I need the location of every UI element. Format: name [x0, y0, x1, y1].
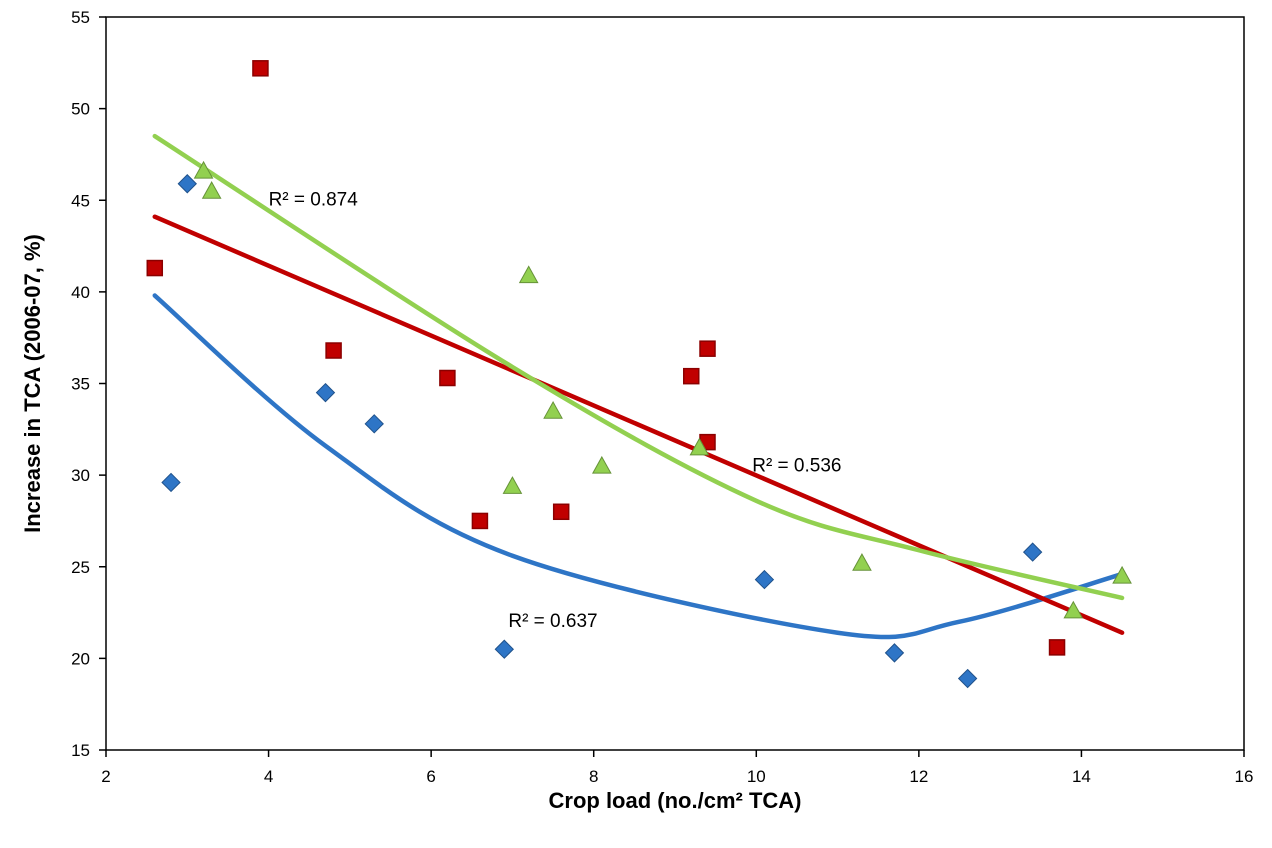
square-point — [325, 342, 342, 359]
diamond-point — [1022, 542, 1043, 562]
triangle-point — [852, 553, 872, 571]
x-tick-label: 16 — [1235, 767, 1254, 786]
x-tick-label: 4 — [264, 767, 273, 786]
square-point — [252, 60, 269, 77]
y-tick-label: 35 — [71, 375, 90, 394]
triangle-point — [502, 476, 523, 494]
triangle-point — [201, 181, 222, 199]
x-axis-title: Crop load (no./cm² TCA) — [549, 788, 802, 813]
trendlines — [152, 133, 1125, 640]
r-squared-label: R² = 0.637 — [508, 611, 597, 632]
triangle-point — [543, 400, 563, 419]
square-point — [683, 367, 700, 385]
square-point — [699, 340, 716, 357]
y-tick-label: 30 — [71, 466, 90, 485]
y-tick-label: 45 — [71, 191, 90, 210]
square-point — [471, 512, 489, 530]
square-point — [439, 369, 456, 387]
data-points — [146, 60, 1132, 689]
triangle-point — [1112, 565, 1132, 584]
y-tick-label: 15 — [71, 741, 90, 760]
r-squared-label: R² = 0.536 — [752, 455, 841, 476]
plot-area-border — [105, 16, 1245, 751]
r-squared-labels: R² = 0.874 R² = 0.536 R² = 0.637 — [269, 190, 842, 632]
square-point — [146, 259, 164, 277]
diamond-point — [161, 472, 181, 493]
trendline-diamond — [152, 293, 1125, 640]
y-tick-label: 20 — [71, 649, 90, 668]
square-point — [552, 503, 570, 521]
square-point — [1048, 639, 1066, 656]
diamond-point — [177, 174, 197, 194]
diamond-point — [364, 414, 384, 434]
y-axis-title: Increase in TCA (2006-07, %) — [20, 234, 45, 533]
x-tick-label: 10 — [747, 767, 766, 786]
triangle-point — [518, 265, 539, 284]
trendline-square — [152, 214, 1125, 635]
triangle-point — [591, 455, 612, 474]
triangle-point — [689, 437, 710, 456]
triangle-point — [1063, 600, 1084, 619]
r-squared-label: R² = 0.874 — [269, 190, 359, 211]
diamond-point — [884, 643, 905, 663]
x-tick-label: 8 — [589, 767, 598, 786]
diamond-point — [957, 668, 978, 689]
diamond-point — [315, 382, 336, 403]
x-tick-label: 14 — [1072, 767, 1091, 786]
diamond-point — [754, 569, 775, 590]
diamond-point — [494, 639, 515, 659]
y-tick-label: 25 — [71, 558, 90, 577]
x-tick-label: 2 — [101, 767, 110, 786]
y-tick-label: 50 — [71, 100, 90, 119]
trendline-triangle — [152, 133, 1125, 601]
y-tick-label: 55 — [71, 8, 90, 27]
y-tick-label: 40 — [71, 283, 90, 302]
triangle-point — [193, 160, 214, 179]
axes: 2 4 6 8 10 12 14 16 15 20 25 30 35 40 45 50 55 — [71, 8, 1253, 786]
x-tick-label: 12 — [909, 767, 928, 786]
x-tick-label: 6 — [426, 767, 435, 786]
